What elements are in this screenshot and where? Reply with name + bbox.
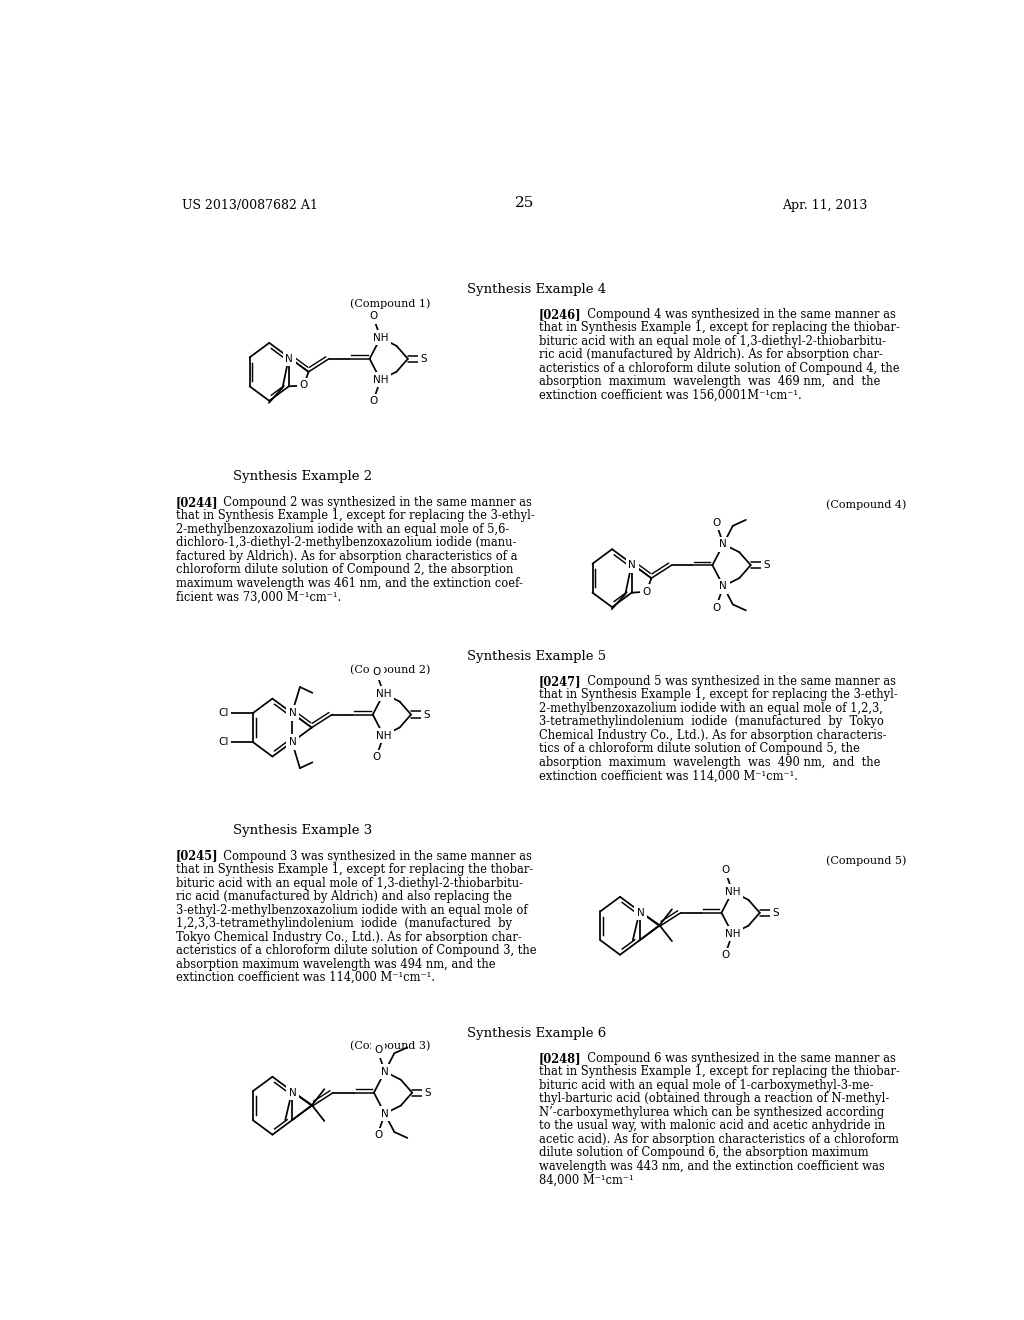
Text: O: O	[370, 312, 378, 321]
Text: Synthesis Example 3: Synthesis Example 3	[233, 824, 372, 837]
Text: N: N	[381, 1067, 389, 1077]
Text: Synthesis Example 6: Synthesis Example 6	[467, 1027, 606, 1040]
Text: Chemical Industry Co., Ltd.). As for absorption characteris-: Chemical Industry Co., Ltd.). As for abs…	[539, 729, 887, 742]
Text: that in Synthesis Example 1, except for replacing the 3-ethyl-: that in Synthesis Example 1, except for …	[539, 688, 898, 701]
Text: 2-methylbenzoxazolium iodide with an equal mole of 5,6-: 2-methylbenzoxazolium iodide with an equ…	[176, 523, 509, 536]
Text: that in Synthesis Example 1, except for replacing the thiobar-: that in Synthesis Example 1, except for …	[539, 321, 900, 334]
Text: Tokyo Chemical Industry Co., Ltd.). As for absorption char-: Tokyo Chemical Industry Co., Ltd.). As f…	[176, 931, 521, 944]
Text: [0244]: [0244]	[176, 496, 218, 508]
Text: N: N	[289, 708, 296, 718]
Text: O: O	[374, 1130, 382, 1140]
Text: [0247]: [0247]	[539, 675, 582, 688]
Text: dilute solution of Compound 6, the absorption maximum: dilute solution of Compound 6, the absor…	[539, 1147, 868, 1159]
Text: (Compound 5): (Compound 5)	[826, 855, 906, 866]
Text: ficient was 73,000 M⁻¹cm⁻¹.: ficient was 73,000 M⁻¹cm⁻¹.	[176, 590, 341, 603]
Text: Apr. 11, 2013: Apr. 11, 2013	[782, 199, 867, 213]
Text: Compound 5 was synthesized in the same manner as: Compound 5 was synthesized in the same m…	[580, 675, 896, 688]
Text: US 2013/0087682 A1: US 2013/0087682 A1	[182, 199, 317, 213]
Text: N: N	[720, 539, 727, 549]
Text: acetic acid). As for absorption characteristics of a chloroform: acetic acid). As for absorption characte…	[539, 1133, 899, 1146]
Text: acteristics of a chloroform dilute solution of Compound 3, the: acteristics of a chloroform dilute solut…	[176, 944, 537, 957]
Text: (Compound 3): (Compound 3)	[350, 1040, 430, 1051]
Text: Compound 4 was synthesized in the same manner as: Compound 4 was synthesized in the same m…	[580, 308, 895, 321]
Text: Synthesis Example 4: Synthesis Example 4	[467, 284, 606, 297]
Text: 3-ethyl-2-methylbenzoxazolium iodide with an equal mole of: 3-ethyl-2-methylbenzoxazolium iodide wit…	[176, 904, 527, 916]
Text: to the usual way, with malonic acid and acetic anhydride in: to the usual way, with malonic acid and …	[539, 1119, 886, 1133]
Text: S: S	[424, 710, 430, 719]
Text: N: N	[286, 354, 293, 364]
Text: N: N	[637, 908, 644, 917]
Text: 25: 25	[515, 195, 535, 210]
Text: O: O	[373, 752, 381, 762]
Text: Compound 3 was synthesized in the same manner as: Compound 3 was synthesized in the same m…	[216, 850, 531, 862]
Text: S: S	[425, 1088, 431, 1098]
Text: [0248]: [0248]	[539, 1052, 582, 1065]
Text: S: S	[772, 908, 779, 917]
Text: bituric acid with an equal mole of 1,3-diethyl-2-thiobarbitu-: bituric acid with an equal mole of 1,3-d…	[176, 876, 522, 890]
Text: that in Synthesis Example 1, except for replacing the 3-ethyl-: that in Synthesis Example 1, except for …	[176, 510, 535, 523]
Text: O: O	[642, 587, 650, 597]
Text: absorption  maximum  wavelength  was  469 nm,  and  the: absorption maximum wavelength was 469 nm…	[539, 375, 881, 388]
Text: wavelength was 443 nm, and the extinction coefficient was: wavelength was 443 nm, and the extinctio…	[539, 1160, 885, 1173]
Text: tics of a chloroform dilute solution of Compound 5, the: tics of a chloroform dilute solution of …	[539, 742, 860, 755]
Text: NH: NH	[376, 730, 391, 741]
Text: N: N	[629, 560, 636, 570]
Text: factured by Aldrich). As for absorption characteristics of a: factured by Aldrich). As for absorption …	[176, 550, 517, 562]
Text: O: O	[374, 1045, 382, 1055]
Text: chloroform dilute solution of Compound 2, the absorption: chloroform dilute solution of Compound 2…	[176, 564, 513, 577]
Text: N: N	[720, 581, 727, 591]
Text: Synthesis Example 2: Synthesis Example 2	[233, 470, 372, 483]
Text: NH: NH	[725, 887, 740, 896]
Text: NH: NH	[373, 333, 388, 343]
Text: Cl: Cl	[218, 737, 228, 747]
Text: O: O	[722, 950, 730, 961]
Text: Synthesis Example 5: Synthesis Example 5	[467, 651, 606, 664]
Text: O: O	[373, 667, 381, 677]
Text: 3-tetramethylindolenium  iodide  (manufactured  by  Tokyo: 3-tetramethylindolenium iodide (manufact…	[539, 715, 884, 729]
Text: 84,000 M⁻¹cm⁻¹: 84,000 M⁻¹cm⁻¹	[539, 1173, 634, 1187]
Text: (Compound 1): (Compound 1)	[350, 298, 430, 309]
Text: O: O	[370, 396, 378, 407]
Text: (Compound 2): (Compound 2)	[350, 664, 430, 675]
Text: bituric acid with an equal mole of 1-carboxymethyl-3-me-: bituric acid with an equal mole of 1-car…	[539, 1078, 873, 1092]
Text: 2-methylbenzoxazolium iodide with an equal mole of 1,2,3,: 2-methylbenzoxazolium iodide with an equ…	[539, 702, 883, 714]
Text: dichloro-1,3-diethyl-2-methylbenzoxazolium iodide (manu-: dichloro-1,3-diethyl-2-methylbenzoxazoli…	[176, 536, 516, 549]
Text: N: N	[381, 1109, 389, 1118]
Text: bituric acid with an equal mole of 1,3-diethyl-2-thiobarbitu-: bituric acid with an equal mole of 1,3-d…	[539, 335, 886, 348]
Text: S: S	[421, 354, 427, 364]
Text: N: N	[289, 737, 296, 747]
Text: ric acid (manufactured by Aldrich). As for absorption char-: ric acid (manufactured by Aldrich). As f…	[539, 348, 883, 362]
Text: that in Synthesis Example 1, except for replacing the thiobar-: that in Synthesis Example 1, except for …	[539, 1065, 900, 1078]
Text: maximum wavelength was 461 nm, and the extinction coef-: maximum wavelength was 461 nm, and the e…	[176, 577, 522, 590]
Text: N: N	[289, 1088, 297, 1098]
Text: NH: NH	[376, 689, 391, 698]
Text: Compound 6 was synthesized in the same manner as: Compound 6 was synthesized in the same m…	[580, 1052, 895, 1065]
Text: O: O	[722, 865, 730, 875]
Text: Cl: Cl	[218, 708, 228, 718]
Text: (Compound 4): (Compound 4)	[826, 500, 906, 511]
Text: ric acid (manufactured by Aldrich) and also replacing the: ric acid (manufactured by Aldrich) and a…	[176, 890, 512, 903]
Text: extinction coefficient was 156,0001M⁻¹cm⁻¹.: extinction coefficient was 156,0001M⁻¹cm…	[539, 389, 802, 401]
Text: absorption maximum wavelength was 494 nm, and the: absorption maximum wavelength was 494 nm…	[176, 958, 496, 970]
Text: that in Synthesis Example 1, except for replacing the thobar-: that in Synthesis Example 1, except for …	[176, 863, 532, 876]
Text: [0245]: [0245]	[176, 850, 218, 862]
Text: O: O	[300, 380, 308, 391]
Text: extinction coefficient was 114,000 M⁻¹cm⁻¹.: extinction coefficient was 114,000 M⁻¹cm…	[176, 972, 434, 985]
Text: O: O	[713, 517, 721, 528]
Text: acteristics of a chloroform dilute solution of Compound 4, the: acteristics of a chloroform dilute solut…	[539, 362, 900, 375]
Text: Compound 2 was synthesized in the same manner as: Compound 2 was synthesized in the same m…	[216, 496, 531, 508]
Text: thyl-barturic acid (obtained through a reaction of N-methyl-: thyl-barturic acid (obtained through a r…	[539, 1093, 889, 1105]
Text: absorption  maximum  wavelength  was  490 nm,  and  the: absorption maximum wavelength was 490 nm…	[539, 756, 881, 768]
Text: O: O	[713, 603, 721, 612]
Text: S: S	[763, 560, 770, 570]
Text: extinction coefficient was 114,000 M⁻¹cm⁻¹.: extinction coefficient was 114,000 M⁻¹cm…	[539, 770, 798, 783]
Text: 1,2,3,3-tetramethylindolenium  iodide  (manufactured  by: 1,2,3,3-tetramethylindolenium iodide (ma…	[176, 917, 512, 931]
Text: NH: NH	[373, 375, 388, 385]
Text: NH: NH	[725, 929, 740, 939]
Text: [0246]: [0246]	[539, 308, 582, 321]
Text: N’-carboxymethylurea which can be synthesized according: N’-carboxymethylurea which can be synthe…	[539, 1106, 885, 1119]
